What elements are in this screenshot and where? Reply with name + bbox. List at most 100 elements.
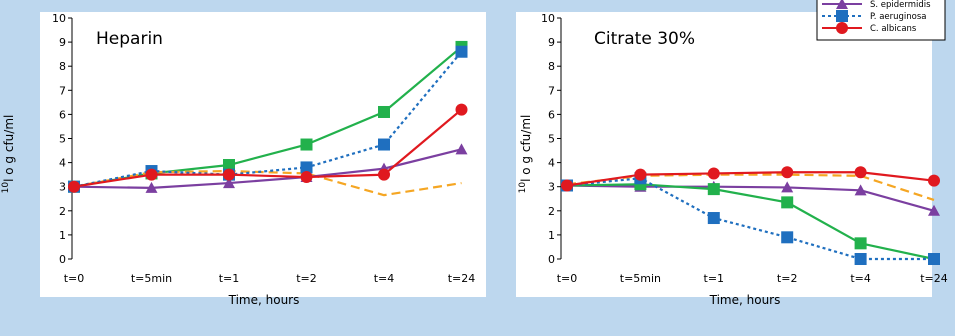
series-line: [73, 148, 462, 190]
data-point: [707, 212, 720, 225]
x-axis-label: Time, hours: [228, 293, 300, 307]
data-point: [455, 45, 468, 58]
chart-panel-citrate: Citrate 30% Time, hours 10l o g cfu/ml 0…: [516, 12, 948, 307]
series-line: [566, 184, 935, 212]
data-point: [854, 237, 867, 250]
series-orange: [73, 169, 462, 197]
y-tick-label: 2: [548, 205, 555, 218]
y-axis-label-text: l o g cfu/ml: [2, 115, 16, 182]
data-point: [223, 159, 235, 172]
x-axis-label: Time, hours: [709, 293, 781, 307]
y-axis-label-superscript: 10: [1, 182, 11, 194]
y-tick-label: 0: [59, 253, 66, 266]
y-axis-label: 10l o g cfu/ml: [1, 115, 16, 194]
series-line: [566, 177, 934, 261]
y-tick-label: 9: [59, 36, 66, 49]
x-tick-label: t=4: [374, 272, 395, 285]
y-tick-label: 7: [59, 84, 66, 97]
x-tick-label: t=2: [296, 272, 317, 285]
y-axis-label: 10l o g cfu/ml: [518, 115, 533, 194]
legend-item: S. epidermidis: [822, 0, 931, 10]
y-tick-label: 8: [548, 60, 555, 73]
data-point: [223, 168, 235, 181]
data-point: [854, 253, 867, 265]
x-tick-label: t=0: [557, 272, 578, 285]
legend-item: P. aeruginosa: [822, 10, 927, 22]
plot-panel-background: [516, 12, 932, 297]
legend-swatch-marker: [836, 10, 848, 22]
y-tick-label: 9: [548, 36, 555, 49]
y-tick-label: 6: [59, 108, 66, 121]
plot-panel-background: [40, 12, 486, 297]
y-tick-label: 1: [59, 229, 66, 242]
x-tick-label: t=1: [219, 272, 240, 285]
x-tick-label: t=24: [920, 272, 948, 285]
data-point: [455, 103, 468, 116]
data-point: [781, 166, 794, 179]
data-point: [561, 179, 573, 192]
x-tick-label: t=5min: [131, 272, 172, 285]
series-line: [566, 171, 935, 187]
data-point: [378, 138, 390, 151]
y-tick-label: 4: [548, 157, 555, 170]
y-tick-label: 6: [548, 108, 555, 121]
y-axis-label-text: l o g cfu/ml: [519, 115, 533, 182]
y-tick-label: 5: [59, 133, 66, 146]
legend-label: C. albicans: [870, 24, 917, 34]
data-point: [781, 196, 794, 209]
chart-panel-heparin: Heparin Time, hours 10l o g cfu/ml 01234…: [1, 12, 486, 307]
data-point: [707, 183, 720, 196]
y-tick-label: 0: [548, 253, 555, 266]
y-tick-label: 1: [548, 229, 555, 242]
series-red: [561, 166, 940, 192]
data-point: [854, 184, 867, 196]
x-tick-label: t=0: [64, 272, 85, 285]
series-line: [566, 183, 935, 261]
x-tick-label: t=2: [777, 272, 798, 285]
data-point: [300, 161, 313, 174]
y-tick-label: 10: [541, 12, 555, 25]
x-tick-label: t=5min: [620, 272, 661, 285]
x-tick-label: t=4: [850, 272, 871, 285]
y-tick-label: 3: [548, 181, 555, 194]
x-tick-label: t=1: [704, 272, 725, 285]
y-tick-label: 7: [548, 84, 555, 97]
data-point: [634, 168, 647, 181]
x-tick-label: t=24: [448, 272, 476, 285]
y-tick-label: 10: [52, 12, 66, 25]
legend-label: S. epidermidis: [870, 0, 931, 10]
data-point: [781, 181, 794, 193]
data-point: [378, 168, 390, 181]
data-point: [928, 253, 940, 265]
data-point: [455, 143, 468, 155]
y-tick-label: 5: [548, 133, 555, 146]
data-point: [223, 177, 235, 189]
y-tick-label: 3: [59, 181, 66, 194]
series-line: [73, 169, 462, 197]
data-point: [145, 168, 158, 181]
data-point: [68, 180, 80, 193]
legend-swatch-marker: [836, 22, 848, 34]
series-red: [68, 103, 468, 193]
panel-title: Heparin: [96, 29, 163, 49]
data-point: [145, 181, 158, 193]
data-point: [854, 166, 867, 179]
legend-item: C. albicans: [822, 22, 917, 34]
data-point: [928, 204, 940, 216]
data-point: [378, 105, 390, 118]
data-point: [300, 138, 313, 151]
y-tick-label: 8: [59, 60, 66, 73]
data-point: [707, 167, 720, 180]
series-line: [73, 108, 463, 188]
data-point: [781, 231, 794, 244]
y-tick-label: 2: [59, 205, 66, 218]
legend-swatch-marker: [836, 0, 848, 9]
y-tick-label: 4: [59, 157, 66, 170]
data-point: [300, 171, 313, 184]
data-point: [928, 174, 940, 187]
y-axis-label-superscript: 10: [518, 182, 528, 194]
legend-label: P. aeruginosa: [870, 12, 927, 22]
legend: S. epidermidis P. aeruginosa C. albicans: [816, 0, 946, 41]
